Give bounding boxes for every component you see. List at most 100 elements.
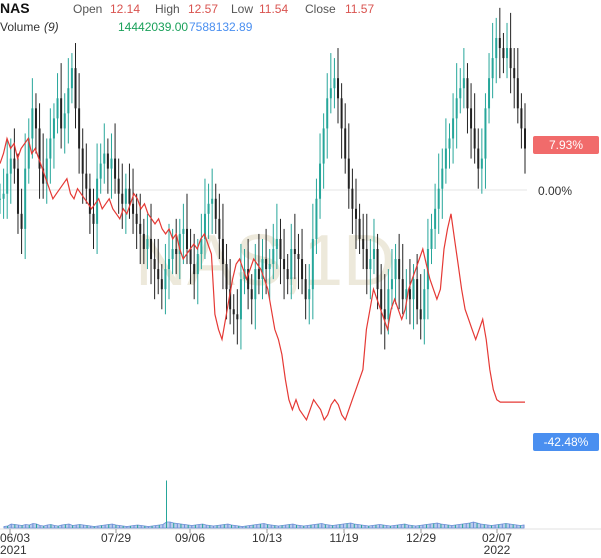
candle-body [13,158,16,169]
candle-body [135,213,138,224]
candle-body [42,168,45,184]
candle-body [412,279,415,300]
candle-body [272,248,275,265]
volume-period: (9) [44,20,59,34]
candle-body [2,193,5,199]
candle-body [207,203,210,214]
candle-body [160,279,163,290]
close-label: Close [305,2,336,16]
candle-body [168,259,171,270]
candle-body [491,58,494,79]
candle-body [34,108,37,129]
x-tick-label: 11/19 [329,531,358,545]
candle-body [430,228,433,249]
candle-body [506,48,509,59]
candle-body [38,128,41,169]
candle-body [203,213,206,239]
candle-body [232,309,235,315]
volume-value-2: 7588132.89 [189,20,253,34]
candle-body [239,279,242,320]
last-down-badge: -42.48% [533,433,599,451]
x-tick-sublabel: 2021 [0,543,27,557]
candle-body [257,269,260,280]
candle-body [509,48,512,69]
candle-body [369,259,372,270]
candle-body [462,78,465,89]
candle-body [286,269,289,280]
candle-body [344,128,347,159]
candle-body [423,289,426,320]
chart-watermark: NAS,1D [135,221,395,301]
candle-body [106,153,109,169]
candle-body [45,158,48,184]
candle-body [139,223,142,234]
candle-body [254,269,257,300]
candle-body [390,279,393,290]
candle-body [70,68,73,89]
candle-body [146,238,149,249]
candle-body [153,259,156,270]
candle-body [63,113,66,129]
candle-body [319,163,322,199]
candle-body [498,38,501,49]
candle-body [236,314,239,320]
candle-body [247,269,250,290]
last-up-badge: 7.93% [533,136,599,154]
candle-body [365,248,368,270]
candle-body [484,108,487,159]
low-value: 11.54 [259,2,288,16]
candle-body [157,269,160,280]
candle-body [419,309,422,320]
volume-label: Volume [0,20,40,34]
candle-body [372,248,375,260]
candle-body [9,158,12,174]
candle-body [297,254,300,260]
candle-body [60,98,63,129]
x-tick-label: 12/29 [406,531,436,545]
candle-body [99,163,102,179]
candle-body [193,264,196,275]
candle-body [121,193,124,204]
candle-body [275,238,278,249]
candle-body [329,88,332,99]
candle-body [502,48,505,59]
candle-body [103,153,106,164]
candle-body [279,238,282,260]
low-label: Low [231,2,253,16]
candle-body [444,148,447,169]
candle-body [516,78,519,109]
candle-body [362,238,365,249]
candle-body [401,279,404,300]
candle-body [171,248,174,260]
candle-body [301,259,304,280]
candle-body [473,128,476,149]
candle-body [27,138,30,169]
candle-body [52,118,55,139]
x-tick-sublabel: 2022 [484,543,511,557]
candle-body [175,248,178,255]
candle-body [351,188,354,209]
open-label: Open [73,2,102,16]
candle-body [31,108,34,139]
candle-body [398,259,401,280]
candlestick-series [0,7,526,350]
candle-body [315,198,318,239]
candle-body [81,148,84,174]
x-tick-label: 09/06 [175,531,205,545]
candle-body [88,188,91,214]
candle-body [394,259,397,280]
candle-body [347,158,350,189]
candle-body [56,98,59,119]
candle-body [437,188,440,209]
symbol-title: NAS [0,0,30,16]
comparison-series [0,136,525,422]
candle-body [67,88,70,114]
candle-body [337,78,340,99]
candle-body [311,238,314,290]
high-label: High [155,2,180,16]
candle-body [333,78,336,89]
candle-body [164,269,167,290]
candle-body [182,228,185,234]
candle-body [214,198,217,219]
